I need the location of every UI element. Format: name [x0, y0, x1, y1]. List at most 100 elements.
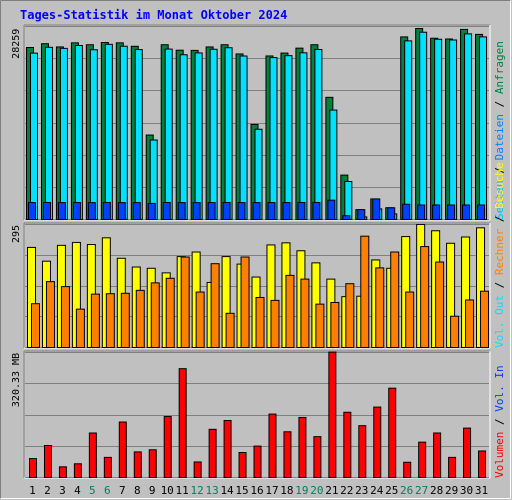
bar-seiten	[207, 202, 216, 220]
legend-item-besuche: Besuche	[493, 163, 506, 209]
bar-dateien	[89, 49, 98, 220]
legend-separator: /	[493, 160, 506, 180]
bar-seiten	[342, 215, 351, 220]
bar-volumen	[418, 441, 427, 479]
bar-volumen	[73, 463, 82, 478]
bar-volumen	[178, 368, 187, 478]
bar-volumen	[193, 461, 202, 479]
bar-volumen	[283, 431, 292, 478]
bar-volumen	[343, 411, 352, 479]
bar-dateien	[239, 55, 248, 220]
bar-dateien	[479, 36, 488, 221]
bar-seiten	[417, 204, 426, 221]
bar-dateien	[59, 47, 68, 221]
x-tick-label: 10	[161, 484, 174, 497]
legend-volume-text: Volumen / Vol. In	[493, 365, 506, 478]
bar-volumen	[88, 432, 97, 478]
bar-rechner	[390, 251, 400, 348]
bar-seiten	[282, 202, 291, 220]
bar-rechner	[165, 277, 175, 348]
bar-volumen	[133, 451, 142, 479]
bar-seiten	[357, 209, 366, 220]
legend-visits-text: Vol. Out / Rechner / Besuche	[493, 163, 506, 348]
bar-dateien	[179, 54, 188, 220]
bar-volumen	[448, 456, 457, 479]
legend-separator: /	[493, 209, 506, 229]
x-tick-label: 1	[29, 484, 36, 497]
panel-volume	[29, 351, 487, 479]
x-tick-label: 26	[400, 484, 413, 497]
bar-rechner	[435, 261, 445, 348]
x-tick-label: 21	[325, 484, 338, 497]
bar-rechner	[285, 274, 295, 348]
bar-seiten	[297, 201, 306, 220]
bar-dateien	[119, 45, 128, 221]
bar-seiten	[312, 201, 321, 220]
bar-volumen	[43, 444, 52, 478]
x-tick-label: 5	[89, 484, 96, 497]
bar-dateien	[30, 52, 38, 221]
bar-rechner	[375, 267, 385, 348]
bar-dateien	[134, 49, 143, 220]
bar-seiten	[42, 201, 51, 220]
bar-rechner	[135, 289, 145, 348]
x-tick-label: 23	[355, 484, 368, 497]
x-tick-label: 31	[475, 484, 488, 497]
x-tick-label: 11	[176, 484, 189, 497]
panel-hits-files-pages	[26, 28, 488, 221]
bar-rechner	[210, 263, 220, 348]
bar-volumen	[163, 416, 172, 478]
bar-rechner	[75, 308, 85, 349]
bar-rechner	[225, 312, 235, 349]
x-tick-label: 2	[44, 484, 51, 497]
x-axis-day-labels: 1 2 3 4 5 6 7 8 9 10 11 12 13 14 15 16 17 18 19 20 21 22 23 24 2…	[29, 484, 488, 497]
x-tick-label: 4	[74, 484, 81, 497]
bar-dateien	[224, 47, 233, 220]
bar-rechner	[315, 303, 325, 349]
bar-volumen	[388, 387, 397, 479]
legend-hits-text: Seiten / Dateien / Anfragen	[493, 41, 506, 220]
bar-dateien	[194, 52, 203, 220]
x-tick-label: 19	[295, 484, 308, 497]
x-tick-label: 3	[59, 484, 66, 497]
bar-volumen	[238, 452, 247, 478]
bar-rechner	[120, 292, 130, 348]
bar-volumen	[313, 436, 322, 478]
bar-volumen	[148, 449, 157, 479]
bar-volumen	[29, 458, 37, 479]
bar-seiten	[162, 201, 171, 220]
x-tick-label: 17	[265, 484, 278, 497]
bar-rechner	[180, 256, 190, 348]
x-tick-label: 28	[430, 484, 443, 497]
bar-rechner	[465, 299, 475, 349]
legend-item-rechner: Rechner	[493, 228, 506, 275]
bar-rechner	[330, 301, 340, 348]
bar-rechner	[360, 235, 370, 348]
bar-seiten	[132, 202, 141, 220]
bar-rechner	[90, 293, 100, 348]
bar-seiten	[447, 204, 456, 221]
x-tick-label: 25	[385, 484, 398, 497]
legend-item-dateien: Dateien	[493, 114, 506, 160]
bar-seiten	[252, 202, 261, 220]
panel-visits-hosts	[27, 224, 490, 349]
bar-seiten	[117, 202, 126, 220]
bar-rechner	[270, 299, 280, 348]
bar-volumen	[253, 445, 262, 479]
legend-separator: /	[493, 94, 506, 114]
chart-title: Tages-Statistik im Monat Oktober 2024	[20, 8, 287, 22]
x-tick-label: 6	[104, 484, 111, 497]
x-tick-label: 29	[445, 484, 458, 497]
bar-volumen	[58, 466, 67, 478]
bar-seiten	[462, 204, 471, 221]
x-tick-label: 18	[280, 484, 293, 497]
bar-seiten	[177, 202, 186, 220]
legend-separator: /	[493, 275, 506, 295]
bar-volumen	[223, 419, 232, 478]
bar-volumen	[403, 461, 412, 479]
bar-seiten	[87, 202, 96, 220]
x-tick-label: 8	[134, 484, 141, 497]
bar-rechner	[45, 281, 55, 349]
bar-volumen	[268, 413, 277, 478]
bar-dateien	[74, 44, 83, 221]
